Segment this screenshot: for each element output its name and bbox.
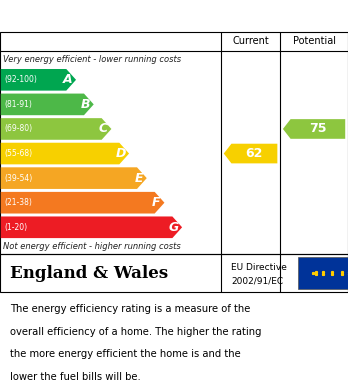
Text: Very energy efficient - lower running costs: Very energy efficient - lower running co…: [3, 55, 182, 64]
Text: G: G: [169, 221, 179, 234]
Text: the more energy efficient the home is and the: the more energy efficient the home is an…: [10, 350, 241, 359]
Text: 75: 75: [309, 122, 327, 135]
Polygon shape: [1, 143, 129, 164]
Text: EU Directive: EU Directive: [231, 263, 287, 272]
Polygon shape: [1, 93, 94, 115]
Text: The energy efficiency rating is a measure of the: The energy efficiency rating is a measur…: [10, 304, 251, 314]
Text: Potential: Potential: [293, 36, 335, 47]
Polygon shape: [283, 119, 345, 139]
Text: B: B: [81, 98, 90, 111]
Text: lower the fuel bills will be.: lower the fuel bills will be.: [10, 372, 141, 382]
Text: Current: Current: [232, 36, 269, 47]
Text: (92-100): (92-100): [5, 75, 37, 84]
Text: England & Wales: England & Wales: [10, 264, 168, 282]
Text: 62: 62: [246, 147, 263, 160]
Text: (69-80): (69-80): [5, 124, 33, 133]
Polygon shape: [1, 118, 111, 140]
Polygon shape: [1, 69, 76, 91]
Polygon shape: [1, 192, 164, 213]
Text: D: D: [116, 147, 126, 160]
Polygon shape: [1, 217, 182, 238]
Text: F: F: [152, 196, 161, 209]
Polygon shape: [1, 167, 147, 189]
Text: A: A: [63, 73, 73, 86]
Text: (1-20): (1-20): [5, 223, 27, 232]
Text: (39-54): (39-54): [5, 174, 33, 183]
Text: overall efficiency of a home. The higher the rating: overall efficiency of a home. The higher…: [10, 326, 262, 337]
Text: Not energy efficient - higher running costs: Not energy efficient - higher running co…: [3, 242, 181, 251]
Text: 2002/91/EC: 2002/91/EC: [231, 276, 284, 285]
Bar: [298, 257, 348, 289]
Text: C: C: [99, 122, 108, 135]
Text: Energy Efficiency Rating: Energy Efficiency Rating: [10, 9, 232, 23]
Text: (55-68): (55-68): [5, 149, 33, 158]
Polygon shape: [224, 144, 277, 163]
Text: E: E: [134, 172, 143, 185]
Text: (81-91): (81-91): [5, 100, 32, 109]
Text: (21-38): (21-38): [5, 198, 32, 207]
